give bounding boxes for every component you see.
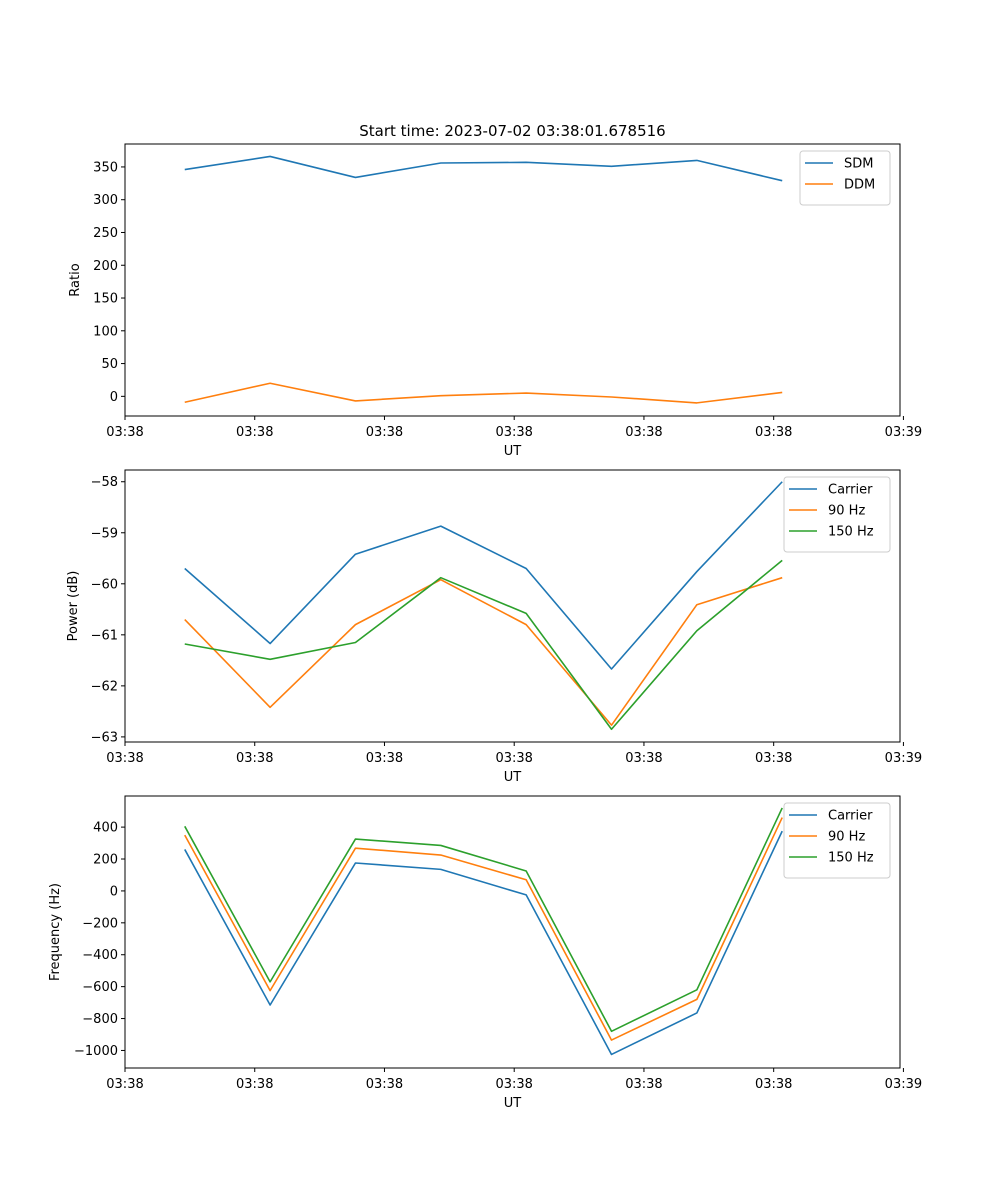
y-tick-label: −800 [82,1012,118,1027]
x-tick-label: 03:38 [495,1077,532,1092]
y-tick-label: 50 [101,357,118,372]
legend-label: 90 Hz [828,830,865,845]
x-tick-label: 03:38 [755,751,792,766]
y-tick-label: 200 [93,853,118,868]
y-tick-label: 350 [93,160,118,175]
y-tick-label: −1000 [74,1044,118,1059]
legend-label: Carrier [828,809,873,824]
series-line-carrier [184,830,783,1056]
legend: SDM DDM [799,150,891,206]
legend-box [783,476,891,553]
legend-label: DDM [844,178,875,193]
y-axis-label: Power (dB) [66,571,81,642]
x-tick-label: 03:38 [106,1077,143,1092]
y-tick-label: −58 [91,475,118,490]
series-line-90-hz [184,817,783,1041]
x-tick-label: 03:38 [366,751,403,766]
series-line-ddm [184,382,783,404]
y-tick-label: −60 [91,577,118,592]
x-tick-label: 03:38 [495,425,532,440]
y-axis-label: Ratio [68,263,83,296]
legend-label: 90 Hz [828,504,865,519]
y-tick-label: 250 [93,226,118,241]
x-tick-label: 03:38 [106,425,143,440]
chart-2: 03:38 03:38 03:38 03:38 03:38 03:38 03:39 −63 −6… [66,469,922,785]
y-axis-label: Frequency (Hz) [48,883,63,981]
plot-area [124,143,901,417]
legend-label: 150 Hz [828,525,874,540]
x-tick-label: 03:38 [625,1077,662,1092]
x-tick-label: 03:38 [236,1077,273,1092]
y-tick-label: 0 [110,390,118,405]
x-tick-label: 03:38 [366,425,403,440]
plot-area [124,469,901,743]
x-tick-label: 03:38 [106,751,143,766]
x-tick-label: 03:39 [885,1077,922,1092]
x-tick-label: 03:38 [755,425,792,440]
axes-root: 03:38 03:38 03:38 03:38 03:38 03:38 03:39 0 50 10… [48,143,922,1111]
y-tick-label: −200 [82,916,118,931]
series-line-sdm [184,155,783,182]
y-tick-label: 300 [93,193,118,208]
x-tick-label: 03:38 [625,425,662,440]
x-tick-label: 03:38 [495,751,532,766]
series-line-150-hz [184,807,783,1033]
legend-box [783,802,891,879]
legend-label: Carrier [828,483,873,498]
y-tick-label: 400 [93,821,118,836]
y-tick-label: −63 [91,730,118,745]
y-tick-label: 150 [93,292,118,307]
y-tick-label: −59 [91,526,118,541]
series-line-carrier [184,481,783,670]
legend-box [799,150,891,206]
legend-label: 150 Hz [828,851,874,866]
series-line-90-hz [184,576,783,726]
x-axis-label: UT [504,770,522,785]
x-tick-label: 03:39 [885,425,922,440]
figure-title: Start time: 2023-07-02 03:38:01.678516 [359,122,665,140]
y-tick-label: 100 [93,324,118,339]
legend: Carrier 90 Hz 150 Hz [783,802,891,879]
chart-3: 03:38 03:38 03:38 03:38 03:38 03:38 03:39 −1000… [48,795,922,1111]
legend: Carrier 90 Hz 150 Hz [783,476,891,553]
y-tick-label: −400 [82,948,118,963]
x-tick-label: 03:38 [236,751,273,766]
chart-1: 03:38 03:38 03:38 03:38 03:38 03:38 03:39 0 50 10… [68,143,922,459]
y-tick-label: −61 [91,628,118,643]
y-tick-label: 200 [93,259,118,274]
x-tick-label: 03:38 [755,1077,792,1092]
x-tick-label: 03:38 [236,425,273,440]
y-tick-label: −600 [82,980,118,995]
x-tick-label: 03:38 [625,751,662,766]
y-tick-label: 0 [110,884,118,899]
series-line-150-hz [184,559,783,731]
x-axis-label: UT [504,1096,522,1111]
x-tick-label: 03:39 [885,751,922,766]
x-tick-label: 03:38 [366,1077,403,1092]
x-axis-label: UT [504,444,522,459]
y-tick-label: −62 [91,679,118,694]
legend-label: SDM [844,157,873,172]
